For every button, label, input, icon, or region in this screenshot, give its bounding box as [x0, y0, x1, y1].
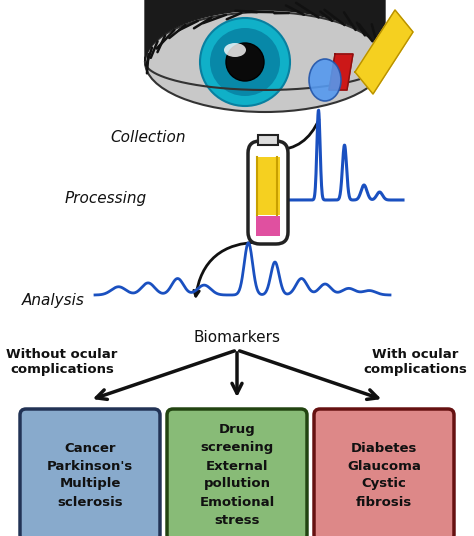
Ellipse shape	[226, 43, 264, 81]
Ellipse shape	[210, 28, 280, 96]
FancyBboxPatch shape	[20, 409, 160, 536]
Text: Analysis: Analysis	[22, 293, 85, 308]
Bar	[256, 157, 280, 215]
Text: Without ocular
complications: Without ocular complications	[6, 348, 118, 376]
Ellipse shape	[200, 18, 290, 106]
Polygon shape	[145, 0, 385, 62]
Text: With ocular
complications: With ocular complications	[363, 348, 467, 376]
FancyBboxPatch shape	[167, 409, 307, 536]
Ellipse shape	[145, 12, 385, 112]
Polygon shape	[329, 54, 353, 90]
Text: Cancer
Parkinson's
Multiple
sclerosis: Cancer Parkinson's Multiple sclerosis	[47, 442, 133, 509]
FancyBboxPatch shape	[314, 409, 454, 536]
Text: Biomarkers: Biomarkers	[193, 331, 281, 346]
Text: Drug
screening
External
pollution
Emotional
stress: Drug screening External pollution Emotio…	[200, 423, 274, 526]
Text: Processing: Processing	[65, 190, 147, 205]
FancyBboxPatch shape	[248, 141, 288, 244]
Bar	[258, 135, 278, 145]
Text: Collection: Collection	[110, 130, 185, 145]
Text: Diabetes
Glaucoma
Cystic
fibrosis: Diabetes Glaucoma Cystic fibrosis	[347, 442, 421, 509]
Ellipse shape	[224, 43, 246, 57]
Bar	[256, 216, 280, 236]
Ellipse shape	[309, 59, 341, 101]
Polygon shape	[355, 10, 413, 94]
